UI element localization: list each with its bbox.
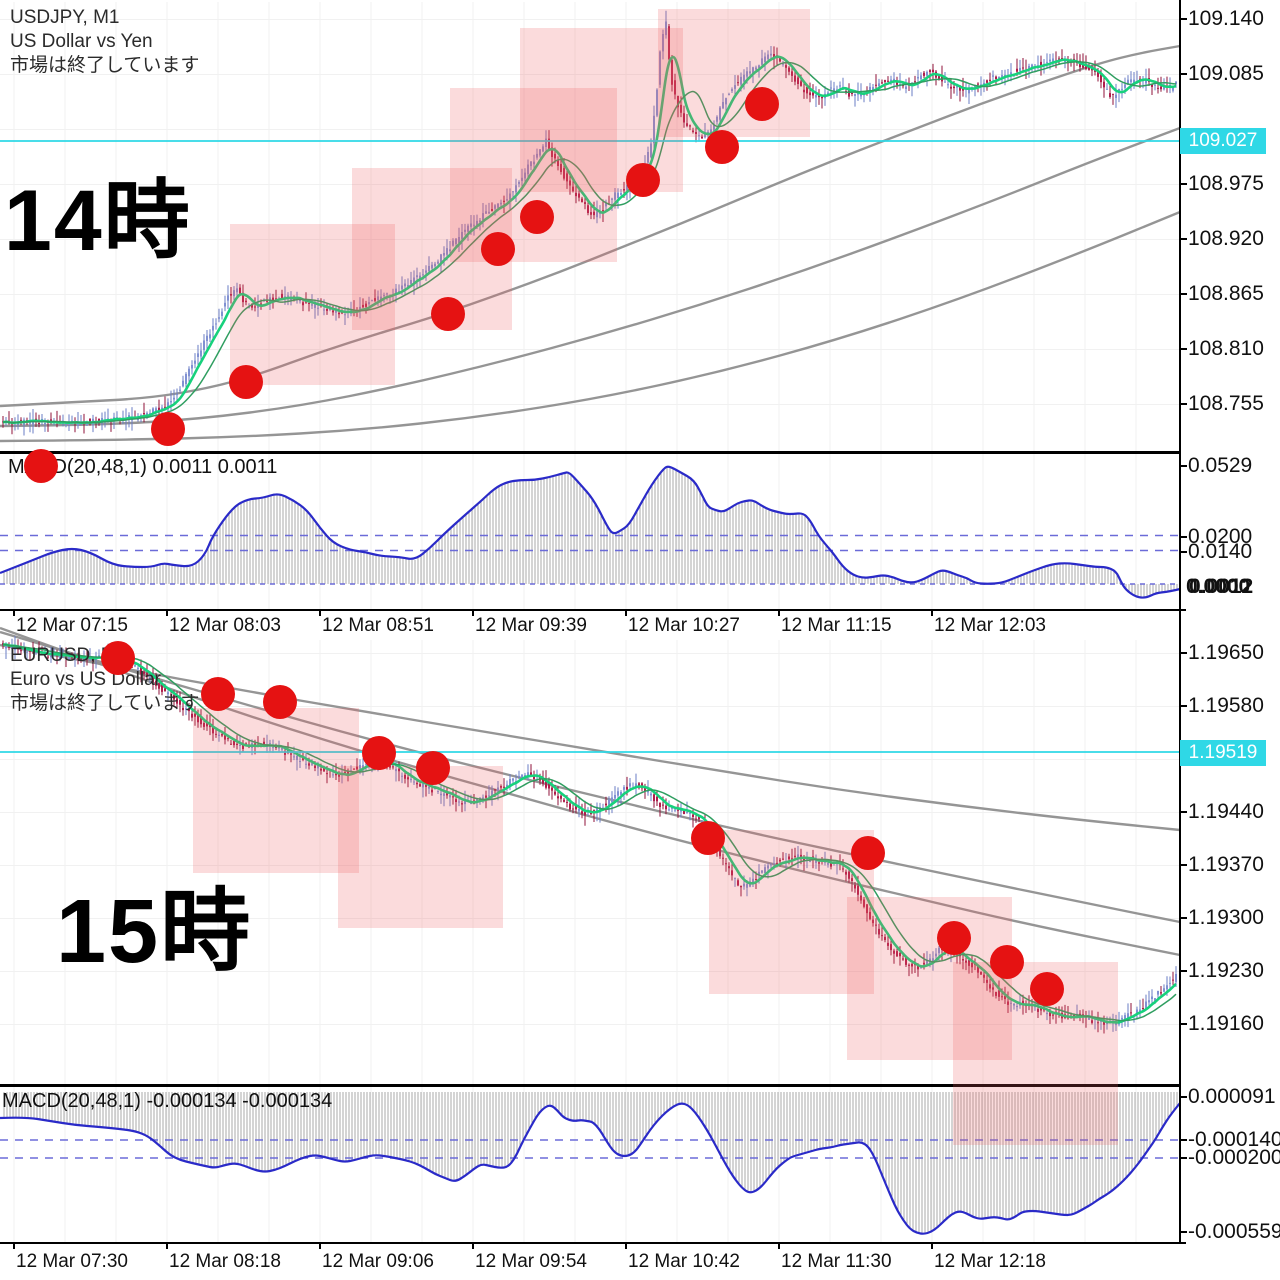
- time-axis-label: 12 Mar 11:15: [781, 615, 892, 636]
- macd-histogram: [3, 466, 1178, 598]
- signal-dot: [24, 449, 58, 483]
- signal-dot: [691, 821, 725, 855]
- signal-dot: [201, 677, 235, 711]
- signal-dot: [1030, 972, 1064, 1006]
- price-axis-label: 108.810: [1188, 337, 1264, 360]
- macd-axis-label: -0.000559: [1188, 1220, 1280, 1243]
- macd-axis-label: 0.0529: [1188, 454, 1253, 477]
- time-axis-label: 12 Mar 12:18: [934, 1251, 1046, 1272]
- price-axis-label: 108.920: [1188, 227, 1264, 250]
- signal-dot: [626, 163, 660, 197]
- signal-dot: [416, 751, 450, 785]
- time-axis-label: 12 Mar 09:54: [475, 1251, 587, 1272]
- gray-ma-line: [0, 210, 1181, 443]
- signal-dot: [705, 130, 739, 164]
- price-axis-label: 1.19440: [1188, 800, 1264, 823]
- price-axis-label: 1.19300: [1188, 906, 1264, 929]
- market-status: 市場は終了しています: [10, 55, 200, 76]
- signal-dot: [263, 685, 297, 719]
- time-axis-label: 12 Mar 11:30: [781, 1251, 892, 1272]
- slow-ma-line: [2, 643, 1177, 1022]
- time-axis-label: 12 Mar 07:30: [16, 1251, 128, 1272]
- price-axis-label: 108.755: [1188, 392, 1264, 415]
- signal-dot: [229, 365, 263, 399]
- symbol-title: USDJPY, M1: [10, 7, 120, 28]
- time-axis-label: 12 Mar 10:27: [628, 615, 740, 636]
- signal-dot: [151, 412, 185, 446]
- signal-dot: [745, 87, 779, 121]
- price-axis-label: 1.19580: [1188, 694, 1264, 717]
- macd-axis-label: 0.000091: [1188, 1085, 1276, 1108]
- current-price-tag: 1.19519: [1180, 740, 1266, 766]
- price-axis-label: 109.140: [1188, 7, 1264, 30]
- time-axis-label: 12 Mar 08:03: [169, 615, 281, 636]
- price-axis-label: 1.19160: [1188, 1012, 1264, 1035]
- highlight-zone-box: [847, 897, 1012, 1060]
- highlight-zone-box: [709, 830, 874, 994]
- signal-dot: [481, 232, 515, 266]
- macd-histogram: [3, 1092, 1178, 1234]
- chart1-title-block: USDJPY, M1 US Dollar vs Yen 市場は終了しています: [10, 6, 199, 78]
- highlight-zone-box: [230, 224, 395, 385]
- signal-dot: [362, 736, 396, 770]
- highlight-zone-box: [338, 766, 503, 928]
- time-axis-label: 12 Mar 10:42: [628, 1251, 740, 1272]
- price-axis-label: 1.19650: [1188, 641, 1264, 664]
- price-axis-label: 1.19370: [1188, 853, 1264, 876]
- macd-indicator-label: MACD(20,48,1) 0.0011 0.0011: [8, 456, 278, 478]
- symbol-subtitle: US Dollar vs Yen: [10, 31, 153, 52]
- price-axis-label: 108.865: [1188, 282, 1264, 305]
- macd-axis-label: 0.0000: [1186, 575, 1251, 598]
- time-axis-label: 12 Mar 08:51: [322, 615, 434, 636]
- highlight-zone-box: [193, 708, 359, 873]
- macd-indicator-label: MACD(20,48,1) -0.000134 -0.000134: [2, 1090, 333, 1112]
- signal-dot: [431, 297, 465, 331]
- hour-annotation-15: 15時: [56, 882, 253, 982]
- macd-axis-label: 0.0140: [1188, 540, 1253, 563]
- signal-dot: [990, 945, 1024, 979]
- macd-signal-line: [0, 465, 1181, 599]
- macd-axis-label: -0.000140: [1188, 1128, 1280, 1151]
- macd-axis-label: 0.0200: [1188, 525, 1253, 548]
- highlight-zone-box: [520, 28, 683, 192]
- signal-dot: [520, 200, 554, 234]
- symbol-title: EURUSD, M1: [10, 645, 128, 666]
- fast-ma-line: [2, 643, 1177, 1024]
- price-axis-label: 109.085: [1188, 62, 1264, 85]
- highlight-zone-box: [658, 9, 810, 137]
- current-price-tag: 109.027: [1180, 128, 1266, 154]
- macd-axis-label: 0.0012: [1189, 575, 1254, 598]
- gray-ma-line: [0, 126, 1181, 428]
- chart2-title-block: EURUSD, M1 Euro vs US Dollar 市場は終了しています: [10, 644, 199, 716]
- time-axis-label: 12 Mar 09:06: [322, 1251, 434, 1272]
- price-axis-label: 108.975: [1188, 172, 1264, 195]
- slow-ma-line: [2, 61, 1177, 424]
- time-axis-label: 12 Mar 09:39: [475, 615, 587, 636]
- time-axis-label: 12 Mar 08:18: [169, 1251, 281, 1272]
- time-axis-label: 12 Mar 07:15: [16, 615, 128, 636]
- time-axis-label: 12 Mar 12:03: [934, 615, 1046, 636]
- signal-dot: [937, 921, 971, 955]
- signal-dot: [101, 641, 135, 675]
- signal-dot: [851, 836, 885, 870]
- hour-annotation-14: 14時: [4, 173, 192, 269]
- market-status: 市場は終了しています: [10, 693, 200, 714]
- macd-signal-line: [0, 1102, 1181, 1235]
- symbol-subtitle: Euro vs US Dollar: [10, 669, 161, 690]
- macd-axis-label: -0.000200: [1188, 1146, 1280, 1169]
- price-axis-label: 1.19230: [1188, 959, 1264, 982]
